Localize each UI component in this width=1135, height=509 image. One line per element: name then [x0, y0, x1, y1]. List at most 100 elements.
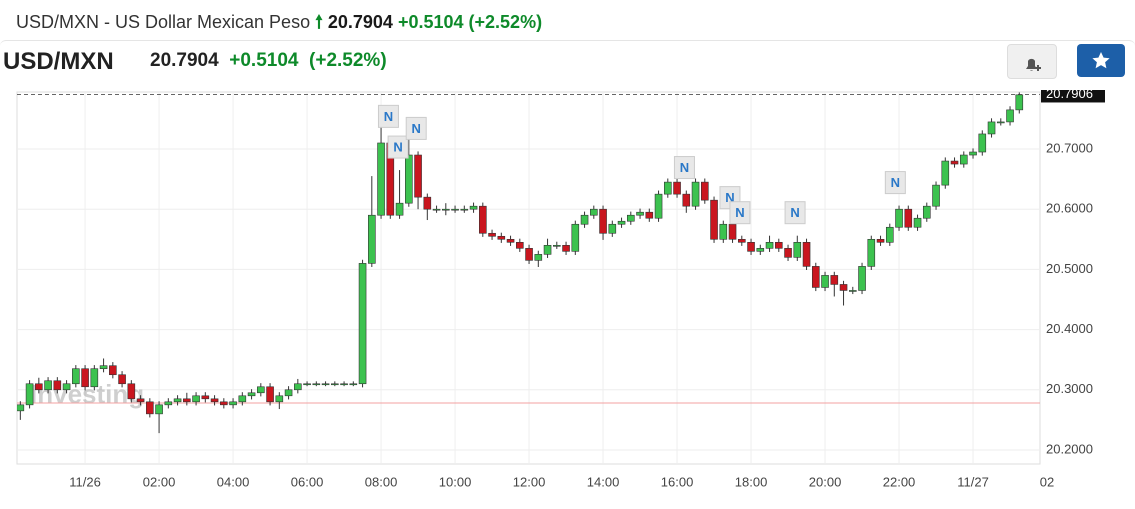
- x-tick-label: 08:00: [365, 474, 398, 489]
- candle-body: [479, 205, 487, 234]
- candle-body: [608, 223, 617, 234]
- candle-body: [72, 368, 80, 385]
- candle-body: [802, 242, 811, 267]
- alert-button[interactable]: [1007, 44, 1057, 79]
- candle-body: [543, 245, 552, 255]
- candle-body: [488, 232, 496, 237]
- candle-body: [90, 368, 99, 388]
- up-arrow: 🠕: [315, 12, 323, 32]
- candle-body: [303, 383, 311, 386]
- x-tick-label: 04:00: [217, 474, 250, 489]
- last-price-label: 20.7906: [1046, 90, 1093, 101]
- candle-body: [876, 238, 885, 243]
- news-flag: [377, 104, 399, 128]
- candle-body: [210, 398, 219, 403]
- candle-body: [127, 383, 136, 400]
- candle-body: [950, 160, 959, 165]
- news-flag-label: N: [790, 205, 799, 220]
- news-flag: [405, 116, 427, 140]
- candle-body: [959, 154, 968, 165]
- news-flag: [673, 156, 695, 180]
- candle-body: [765, 242, 774, 249]
- candle-body: [146, 401, 154, 415]
- candle-body: [700, 181, 709, 201]
- header-price: 20.7904: [327, 12, 393, 32]
- candle-body: [109, 365, 117, 376]
- candle-body: [525, 248, 533, 261]
- news-flag: [387, 135, 409, 159]
- candle-body: [1015, 94, 1024, 111]
- candle-body: [183, 398, 191, 403]
- candle-body: [442, 208, 450, 211]
- candle-body: [497, 235, 506, 240]
- candle-body: [331, 383, 339, 386]
- quote: 20.7904 +0.5104 (+2.52%): [150, 50, 387, 72]
- candle-body: [99, 365, 108, 370]
- candle-body: [136, 398, 145, 403]
- change-pct: (+2.52%): [309, 50, 387, 71]
- news-flag-label: N: [680, 160, 689, 175]
- candle-body: [848, 290, 857, 292]
- candle-body: [654, 193, 663, 219]
- last-price-box: [1041, 90, 1105, 103]
- candle-body: [673, 181, 681, 195]
- candle-body: [432, 208, 441, 211]
- y-tick-label: 20.7000: [1046, 140, 1093, 155]
- candle-body: [663, 181, 672, 195]
- candle-body: [155, 404, 163, 415]
- candle-body: [53, 380, 62, 391]
- candle-body: [590, 208, 598, 216]
- candle-body: [691, 181, 700, 207]
- chart: 20.2000 20.3000 20.4000 20.5000 20.6000 20.70…: [16, 90, 1105, 489]
- price: 20.7904: [150, 50, 219, 71]
- candle-body: [118, 374, 126, 385]
- candle-body: [62, 383, 71, 391]
- candle-body: [913, 217, 922, 228]
- news-flag-label: N: [725, 190, 734, 205]
- candle-body: [534, 254, 543, 261]
- candle-body: [395, 202, 404, 216]
- candle-body: [996, 121, 1005, 124]
- candle-body: [173, 398, 182, 403]
- candle-body: [793, 242, 802, 258]
- candle-body: [553, 245, 561, 247]
- candle-body: [377, 142, 385, 216]
- y-tick-label: 20.2000: [1046, 441, 1093, 456]
- candle-body: [571, 223, 580, 252]
- candle-body: [895, 208, 903, 228]
- candle-body: [516, 242, 524, 249]
- candle-body: [562, 245, 570, 252]
- candle-body: [747, 242, 755, 252]
- x-tick-label: 10:00: [439, 474, 472, 489]
- x-tick-label: 22:00: [883, 474, 916, 489]
- candle-body: [978, 133, 987, 153]
- candle-body: [17, 404, 25, 412]
- candle-body: [201, 395, 210, 400]
- candle-body: [885, 226, 894, 243]
- candle-body: [580, 214, 589, 225]
- news-flag-label: N: [412, 121, 421, 136]
- candle-body: [25, 383, 34, 406]
- candle-body: [932, 184, 940, 207]
- candle-body: [266, 386, 274, 403]
- candle-body: [839, 284, 848, 291]
- candle-body: [358, 263, 367, 385]
- watchlist-button[interactable]: [1077, 44, 1125, 77]
- candle-body: [784, 248, 792, 258]
- candle-body: [81, 368, 89, 388]
- news-flag: [884, 171, 906, 195]
- candle-body: [719, 223, 728, 240]
- y-tick-label: 20.4000: [1046, 321, 1093, 336]
- candle-body: [682, 193, 691, 207]
- candle-body: [414, 154, 422, 198]
- x-tick-label: 18:00: [735, 474, 768, 489]
- candle-body: [811, 266, 820, 288]
- candle-body: [238, 395, 247, 403]
- x-tick-label: 20:00: [809, 474, 842, 489]
- candle-body: [1006, 109, 1014, 123]
- news-flag: [729, 201, 751, 225]
- x-tick-label: 16:00: [661, 474, 694, 489]
- candle-body: [922, 205, 931, 219]
- candle-body: [284, 389, 293, 397]
- candle-body: [220, 401, 228, 406]
